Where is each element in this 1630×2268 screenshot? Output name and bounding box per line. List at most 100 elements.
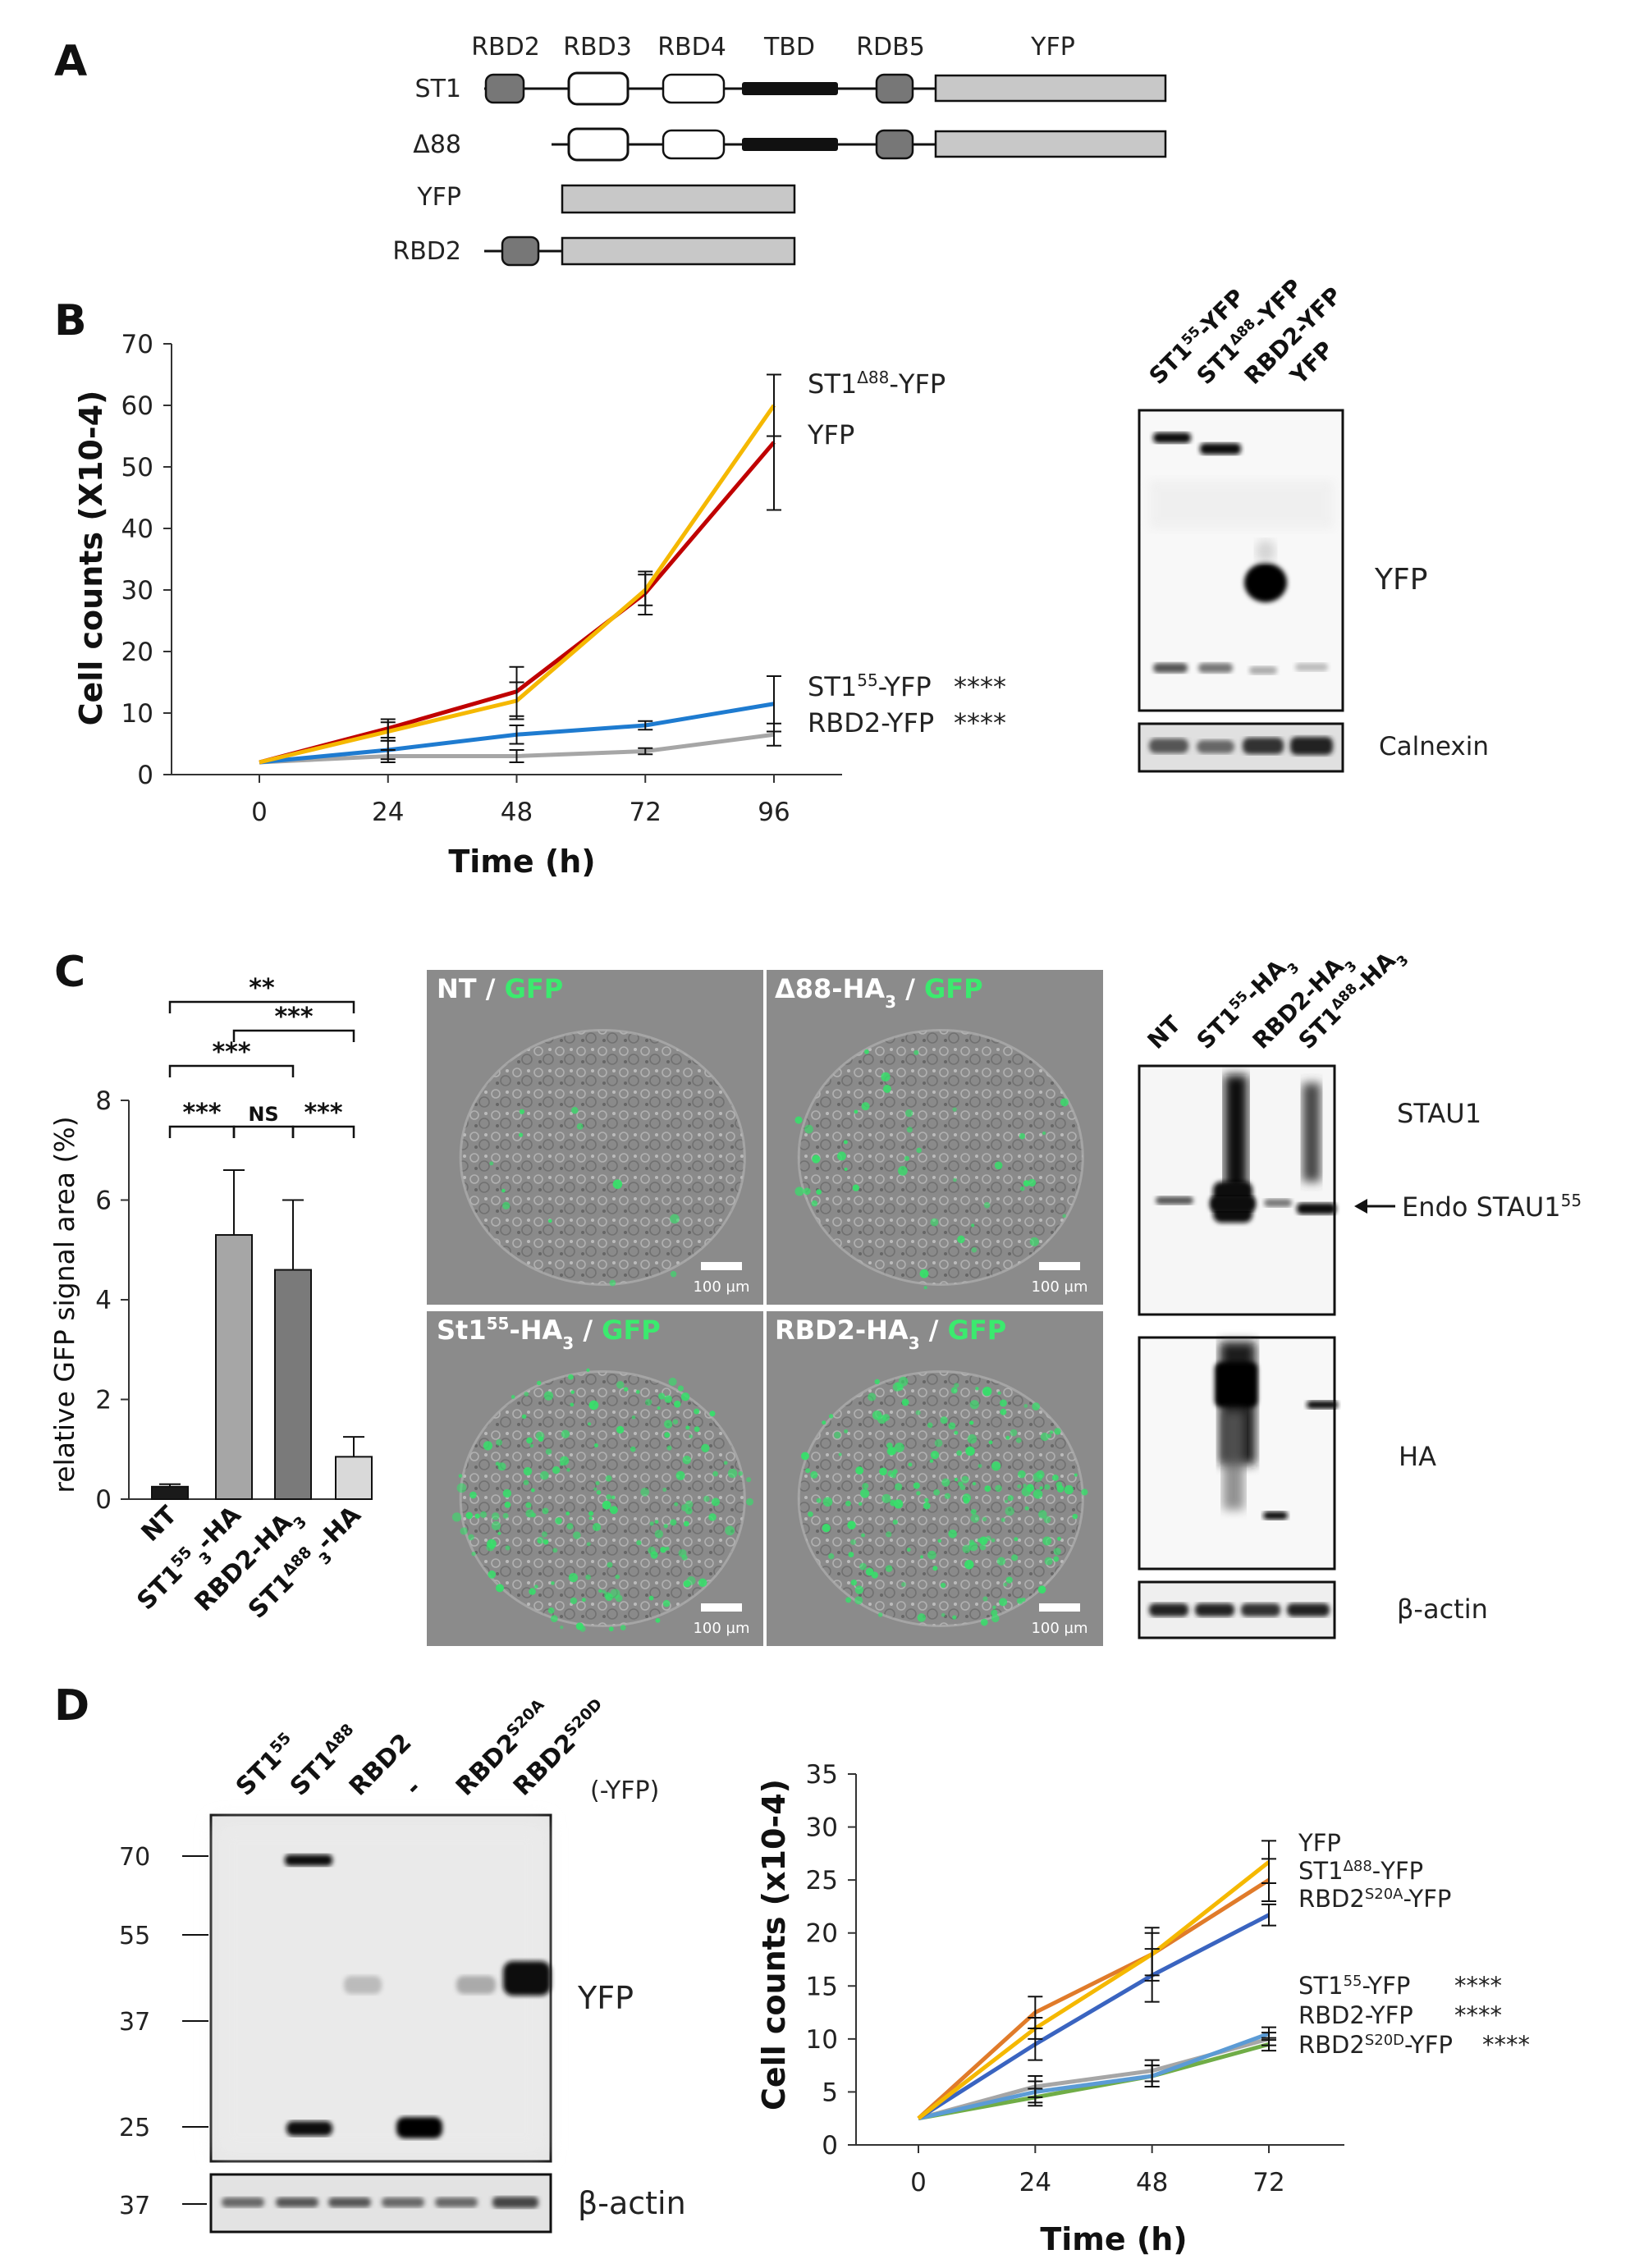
gfp-signal xyxy=(968,1542,978,1552)
gfp-signal xyxy=(894,1443,904,1453)
gfp-signal xyxy=(612,1179,623,1189)
gfp-signal xyxy=(1039,1486,1043,1490)
gfp-signal xyxy=(566,1522,574,1530)
series-line xyxy=(917,1860,1271,2120)
gfp-signal xyxy=(868,1392,877,1401)
gfp-signal xyxy=(682,1455,692,1465)
gfp-signal xyxy=(703,1495,710,1502)
gfp-signal xyxy=(631,1415,636,1420)
gfp-signal xyxy=(844,1167,848,1171)
gfp-signal xyxy=(708,1513,717,1521)
gfp-signal xyxy=(519,1109,525,1114)
yfp-domain xyxy=(934,74,1167,103)
label-part: ST1 xyxy=(1298,1857,1344,1885)
panel-letter-a: A xyxy=(54,37,87,86)
label-part: / xyxy=(574,1315,602,1346)
image-label: Δ88-HA3 / GFP xyxy=(775,973,983,1012)
gfp-signal xyxy=(495,1584,505,1593)
marker-label: 37 xyxy=(119,2008,150,2037)
gfp-signal xyxy=(970,1514,980,1523)
gfp-signal xyxy=(927,1422,933,1429)
gfp-signal xyxy=(502,1488,512,1498)
gfp-signal xyxy=(828,1552,835,1560)
legend-label: ST1Δ88-YFP xyxy=(808,368,945,400)
gfp-signal xyxy=(547,1607,555,1614)
gfp-signal xyxy=(854,1585,864,1594)
gfp-signal xyxy=(551,1581,555,1585)
domain-label-tbd: TBD xyxy=(763,33,815,62)
gfp-signal xyxy=(1049,1430,1054,1434)
label-part: 3 xyxy=(909,1333,920,1353)
gfp-signal xyxy=(469,1491,477,1499)
series-line xyxy=(918,2042,1270,2121)
construct-label-rbd2: RBD2 xyxy=(392,237,461,266)
gfp-signal xyxy=(725,1525,735,1536)
scale-bar-label: 100 µm xyxy=(1031,1278,1087,1296)
image-label: RBD2-HA3 / GFP xyxy=(775,1315,1006,1353)
gfp-signal xyxy=(800,1452,809,1461)
gfp-signal xyxy=(852,1184,860,1191)
label-part: S20D xyxy=(1365,2032,1404,2049)
gfp-signal xyxy=(492,1512,500,1520)
gfp-signal xyxy=(541,1531,547,1538)
gfp-signal xyxy=(483,1441,493,1451)
gfp-signal xyxy=(927,1550,936,1560)
gfp-signal xyxy=(670,1519,677,1526)
domain-diagram: RBD2 RBD3 RBD4 TBD RDB5 YFP ST1 Δ88 YFP … xyxy=(392,33,1167,267)
gfp-signal xyxy=(1042,1131,1046,1136)
gfp-signal xyxy=(664,1432,671,1438)
gfp-signal xyxy=(964,1559,974,1570)
band xyxy=(286,2121,332,2136)
y-tick-label: 0 xyxy=(137,761,153,790)
actin-marker: 37 xyxy=(119,2192,150,2220)
gfp-signal xyxy=(1010,1429,1018,1437)
y-tick-label: 20 xyxy=(121,638,153,667)
gfp-signal xyxy=(908,1462,913,1467)
gfp-signal xyxy=(685,1500,694,1509)
gfp-signal xyxy=(999,1399,1007,1407)
gfp-signal xyxy=(1005,1576,1013,1584)
blot-label-actin-d: β-actin xyxy=(578,2185,686,2221)
gfp-signal xyxy=(529,1443,534,1448)
gfp-signal xyxy=(526,1437,533,1444)
gfp-signal xyxy=(988,1440,993,1445)
band xyxy=(1249,666,1277,674)
significance-bracket xyxy=(232,1029,355,1042)
gfp-signal xyxy=(542,1507,549,1515)
gfp-signal xyxy=(456,1483,467,1493)
significance-label: *** xyxy=(182,1099,221,1127)
gfp-signal xyxy=(845,1597,852,1603)
gfp-signal xyxy=(474,1513,480,1519)
gfp-signal xyxy=(881,1493,891,1503)
band xyxy=(285,1854,332,1866)
gfp-signal xyxy=(1018,1470,1026,1479)
gfp-signal xyxy=(1011,1554,1019,1562)
gfp-signal xyxy=(586,1542,591,1547)
gfp-signal xyxy=(864,1049,869,1054)
marker-label: 25 xyxy=(119,2114,150,2142)
gfp-signal xyxy=(1004,1499,1009,1503)
x-tick-label: 24 xyxy=(372,798,404,827)
gfp-signal xyxy=(654,1530,664,1539)
band xyxy=(1153,663,1188,673)
significance-label: NS xyxy=(248,1103,278,1126)
gfp-signal xyxy=(886,1531,892,1538)
cell-colony xyxy=(460,1030,745,1285)
gfp-signal xyxy=(479,1511,488,1518)
gfp-signal xyxy=(997,1391,1001,1395)
gfp-signal xyxy=(861,1533,865,1538)
blot-label-stau1: STAU1 xyxy=(1397,1098,1481,1129)
gfp-signal xyxy=(892,1382,902,1392)
blot-yfp-membrane xyxy=(1138,409,1344,712)
gfp-signal xyxy=(933,1488,941,1496)
gfp-signal xyxy=(934,1438,943,1447)
label-part: / xyxy=(896,973,924,1004)
gfp-signal xyxy=(531,1512,537,1518)
gfp-signal xyxy=(1021,1487,1032,1497)
gfp-signal xyxy=(560,1626,564,1630)
label-part: YFP xyxy=(807,419,854,450)
gfp-signal xyxy=(877,1612,883,1617)
y-tick-label: 20 xyxy=(806,1919,838,1949)
gfp-signal xyxy=(539,1470,549,1480)
